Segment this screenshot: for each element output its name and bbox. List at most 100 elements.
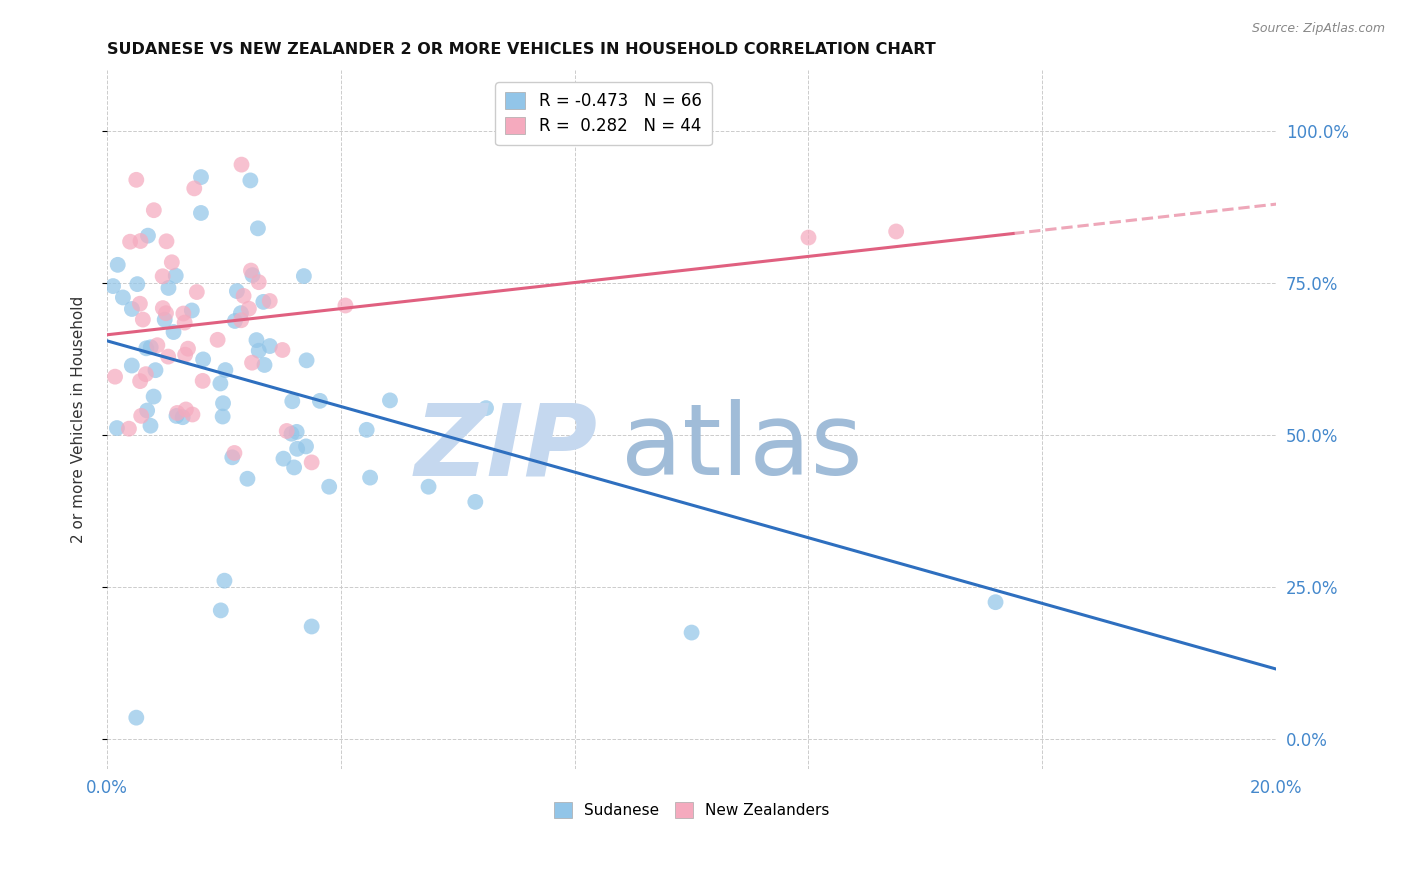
Point [231,158,253,172]
Point [160,255,183,269]
Point [295,353,318,368]
Point [285,425,308,439]
Point [152,269,174,284]
Point [207,333,229,347]
Point [139,340,162,354]
Point [418,480,440,494]
Point [214,574,236,588]
Point [209,376,232,391]
Point [212,396,235,410]
Point [125,173,148,187]
Point [152,301,174,315]
Point [359,470,381,484]
Point [121,301,143,316]
Point [884,224,907,238]
Point [231,313,253,327]
Point [118,422,141,436]
Legend: Sudanese, New Zealanders: Sudanese, New Zealanders [547,797,835,824]
Point [232,289,254,303]
Point [271,343,294,357]
Point [172,410,194,425]
Point [238,301,260,316]
Point [142,390,165,404]
Point [236,472,259,486]
Point [259,293,281,308]
Point [259,339,281,353]
Point [129,234,152,248]
Point [157,281,180,295]
Point [209,603,232,617]
Point [247,343,270,358]
Point [153,312,176,326]
Point [186,285,208,299]
Point [127,277,149,292]
Point [221,450,243,465]
Point [101,279,124,293]
Point [378,393,401,408]
Point [335,299,357,313]
Point [172,306,194,320]
Point [318,480,340,494]
Point [136,403,159,417]
Point [984,595,1007,609]
Point [105,421,128,435]
Point [292,269,315,284]
Point [190,170,212,185]
Point [157,350,180,364]
Point [356,423,378,437]
Point [301,619,323,633]
Point [242,268,264,282]
Text: Source: ZipAtlas.com: Source: ZipAtlas.com [1251,22,1385,36]
Point [135,341,157,355]
Point [174,402,197,417]
Point [214,363,236,377]
Point [139,418,162,433]
Point [285,442,308,456]
Point [252,294,274,309]
Point [155,235,177,249]
Point [246,221,269,235]
Point [121,359,143,373]
Point [183,181,205,195]
Point [239,173,262,187]
Point [681,625,703,640]
Point [129,409,152,423]
Point [224,314,246,328]
Text: ZIP: ZIP [415,400,598,496]
Text: atlas: atlas [621,400,863,496]
Point [276,424,298,438]
Point [111,290,134,304]
Point [190,206,212,220]
Point [165,268,187,283]
Point [211,409,233,424]
Point [283,460,305,475]
Point [180,303,202,318]
Point [224,446,246,460]
Point [225,284,247,298]
Point [464,495,486,509]
Point [104,369,127,384]
Point [281,394,304,409]
Point [229,306,252,320]
Point [120,235,142,249]
Point [162,325,184,339]
Point [239,263,262,277]
Point [142,203,165,218]
Point [155,306,177,320]
Point [191,352,214,367]
Point [295,439,318,453]
Point [245,333,267,347]
Point [166,406,188,420]
Point [309,393,332,408]
Point [125,711,148,725]
Point [280,426,302,441]
Point [174,348,197,362]
Point [191,374,214,388]
Point [129,374,152,388]
Point [145,363,167,377]
Point [173,316,195,330]
Y-axis label: 2 or more Vehicles in Household: 2 or more Vehicles in Household [72,296,86,543]
Point [129,297,152,311]
Text: SUDANESE VS NEW ZEALANDER 2 OR MORE VEHICLES IN HOUSEHOLD CORRELATION CHART: SUDANESE VS NEW ZEALANDER 2 OR MORE VEHI… [107,42,936,57]
Point [136,228,159,243]
